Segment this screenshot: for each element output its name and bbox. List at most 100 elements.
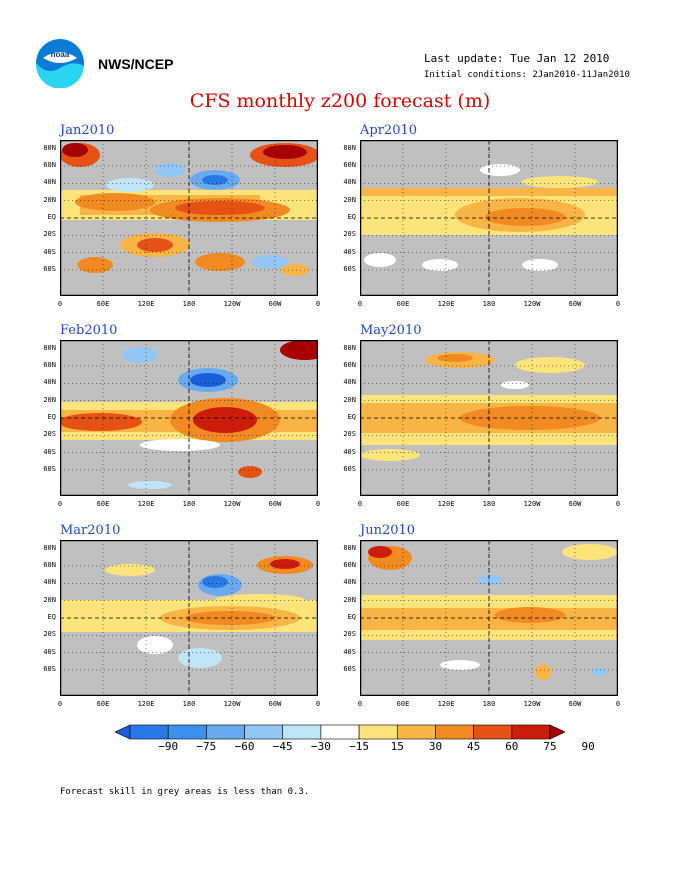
lat-tick-label: EQ [47,613,56,621]
footnote: Forecast skill in grey areas is less tha… [60,787,310,797]
lat-tick-label: 20S [343,630,356,639]
lon-tick-label: 60E [396,300,410,308]
lat-tick-label: 40S [43,647,56,656]
panel-title-feb: Feb2010 [60,323,118,338]
lon-tick-label: 60W [268,300,282,308]
lat-tick-label: 60S [43,665,56,673]
initial-conditions: Initial conditions: 2Jan2010-11Jan2010 [424,70,630,80]
colorbar-tick-label: 90 [581,740,595,753]
map-frame [360,540,618,696]
lat-tick-label: 60N [343,361,356,369]
lat-tick-label: 40S [343,447,356,456]
lat-tick-label: EQ [347,213,356,221]
lat-tick-label: 60N [43,361,56,369]
lon-tick-label: 60W [568,500,582,508]
lon-tick-label: 0 [615,700,621,708]
panel-title-mar: Mar2010 [60,523,121,538]
lat-tick-label: 40S [343,647,356,656]
lon-tick-label: 0 [357,500,363,508]
lon-tick-label: 180 [482,300,496,308]
lat-tick-label: 60S [343,665,356,673]
lat-tick-label: 60N [43,161,56,169]
colorbar-swatch [549,724,565,740]
lon-tick-label: 120W [523,700,541,708]
map-frame [60,540,318,696]
lon-tick-label: 0 [315,700,321,708]
lon-tick-label: 180 [182,700,196,708]
lon-tick-label: 180 [482,500,496,508]
map-panel-jun [360,540,618,696]
lon-tick-label: 0 [315,300,321,308]
lon-tick-label: 180 [482,700,496,708]
lat-tick-label: 60S [343,265,356,273]
lat-tick-label: 80N [343,543,356,552]
lat-tick-label: 20N [343,395,356,404]
lat-tick-label: EQ [347,613,356,621]
lat-tick-label: 40N [343,378,356,387]
lat-tick-label: 20N [43,395,56,404]
lon-tick-label: 120W [523,300,541,308]
colorbar-swatch [473,724,513,740]
colorbar-swatch [358,724,398,740]
lon-tick-label: 120W [223,500,241,508]
colorbar-swatch [115,724,131,740]
map-panel-jan [60,140,318,296]
colorbar-tick-label: −60 [234,740,255,753]
lon-tick-label: 0 [57,500,63,508]
lat-tick-label: 40N [43,378,56,387]
lat-tick-label: 20S [343,230,356,239]
page-title: CFS monthly z200 forecast (m) [189,90,491,112]
lon-tick-label: 0 [615,300,621,308]
lon-tick-label: 60E [96,700,110,708]
colorbar-tick-label: 75 [543,740,557,753]
lon-tick-label: 60E [396,500,410,508]
lon-tick-label: 0 [357,700,363,708]
colorbar-swatch [320,724,360,740]
lat-tick-label: 60N [43,561,56,569]
colorbar-swatch [206,724,245,740]
panel-title-apr: Apr2010 [360,123,418,138]
lat-tick-label: EQ [347,413,356,421]
colorbar-tick-label: −90 [158,740,179,753]
lon-tick-label: 60W [268,500,282,508]
lat-tick-label: 40N [343,578,356,587]
lon-tick-label: 60E [396,700,410,708]
lon-tick-label: 180 [182,300,196,308]
lon-tick-label: 0 [357,300,363,308]
lon-tick-label: 0 [615,500,621,508]
colorbar-tick-label: −15 [349,740,370,753]
lon-tick-label: 180 [182,500,196,508]
map-panel-apr [360,140,618,296]
lat-tick-label: 20S [43,630,56,639]
lat-tick-label: 80N [43,543,56,552]
last-update: Last update: Tue Jan 12 2010 [424,52,610,65]
lon-tick-label: 60W [568,300,582,308]
lat-tick-label: 60N [343,161,356,169]
lat-tick-label: 40S [43,447,56,456]
lat-tick-label: 40N [43,578,56,587]
lon-tick-label: 120E [137,700,155,708]
lat-tick-label: 20N [343,595,356,604]
logo-text: noaa [51,50,70,59]
lon-tick-label: 120W [223,700,241,708]
lon-tick-label: 0 [315,500,321,508]
lon-tick-label: 120E [437,700,455,708]
lat-tick-label: 20N [343,195,356,204]
map-frame [360,340,618,496]
lon-tick-label: 60E [96,500,110,508]
noaa-logo-icon: noaa [35,39,84,88]
lon-tick-label: 60E [96,300,110,308]
lat-tick-label: 80N [43,343,56,352]
lat-tick-label: 20S [343,430,356,439]
lat-tick-label: 40N [43,178,56,187]
panel-title-jan: Jan2010 [60,123,115,138]
colorbar-tick-label: −75 [196,740,217,753]
colorbar-tick-label: 15 [390,740,404,753]
lat-tick-label: 60S [43,265,56,273]
lat-tick-label: 40S [43,247,56,256]
colorbar-swatch [282,724,322,740]
lat-tick-label: 60N [343,561,356,569]
lon-tick-label: 60W [268,700,282,708]
lat-tick-label: 40S [343,247,356,256]
colorbar-swatch [435,724,474,740]
